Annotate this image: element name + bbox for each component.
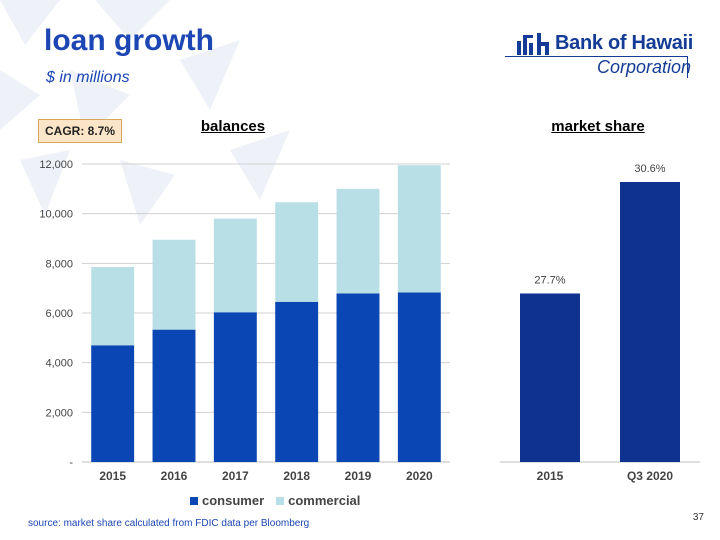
y-tick-label: 12,000 [39,159,73,171]
x-tick-label: Q3 2020 [627,469,673,483]
y-tick-label: 4,000 [45,358,73,370]
data-label: 27.7% [534,274,565,286]
market-share-chart-title: market share [551,118,645,135]
bar-consumer-2018 [275,301,319,462]
bar-consumer-2019 [336,293,380,462]
cagr-badge: CAGR: 8.7% [38,119,122,143]
bar-commercial-2017 [213,218,257,313]
slide-subtitle: $ in millions [46,69,130,86]
legend-item-commercial: commercial [276,493,360,508]
y-tick-label: 2,000 [45,407,73,419]
bar-consumer-2016 [152,329,196,462]
bar-consumer-2015 [91,345,135,462]
data-label: 30.6% [634,163,665,175]
slide-title: loan growth [44,24,214,57]
chart-legend: consumer commercial [190,493,372,508]
y-tick-label: 8,000 [45,258,73,270]
balances-chart-title: balances [200,118,266,135]
x-tick-label: 2015 [537,469,564,483]
y-tick-label: - [69,457,73,469]
legend-swatch-consumer [190,496,198,505]
source-footnote: source: market share calculated from FDI… [28,518,310,529]
x-tick-label: 2018 [283,469,310,483]
bank-logo: Bank of Hawaii Corporation [505,26,700,86]
x-tick-label: 2017 [222,469,249,483]
bank-logo-icon [517,33,549,55]
logo-rule [505,56,688,57]
bank-logo-corporation: Corporation [597,57,692,77]
bar-commercial-2019 [336,188,380,294]
x-tick-label: 2015 [99,469,126,483]
x-tick-label: 2020 [406,469,433,483]
logo-rule-vertical [687,56,688,78]
x-tick-label: 2016 [161,469,188,483]
bar-market-share-Q3 2020 [620,182,680,462]
bar-consumer-2020 [397,292,441,462]
y-tick-label: 6,000 [45,308,73,320]
bar-commercial-2015 [91,267,135,346]
bar-market-share-2015 [520,293,580,462]
y-tick-label: 10,000 [39,209,73,221]
page-number: 37 [692,512,704,523]
x-tick-label: 2019 [345,469,372,483]
legend-swatch-commercial [276,496,285,505]
bar-commercial-2018 [275,202,319,302]
bank-logo-name: Bank of Hawaii [555,32,694,54]
legend-label-commercial: commercial [288,493,361,508]
bar-commercial-2020 [397,165,441,293]
legend-item-consumer: consumer [190,493,264,508]
bar-commercial-2016 [152,239,196,330]
legend-label-consumer: consumer [202,493,265,508]
bar-consumer-2017 [213,312,257,462]
